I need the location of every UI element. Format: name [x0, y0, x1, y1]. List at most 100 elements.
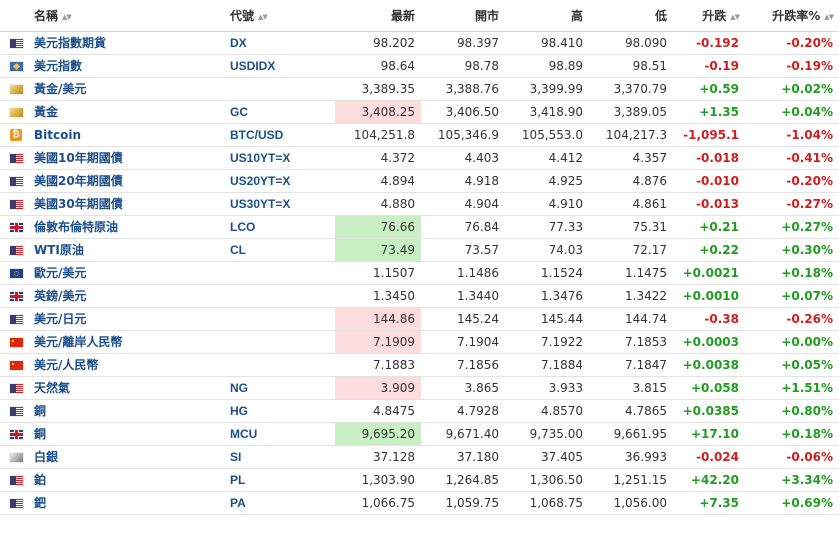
high-price: 7.1922 — [505, 330, 589, 354]
table-row[interactable]: 美元指數期貨 DX 98.202 98.397 98.410 98.090 -0.192 -0… — [0, 31, 839, 55]
us-flag-icon — [10, 383, 23, 393]
instrument-name-link[interactable]: 倫敦布倫特原油 — [34, 220, 119, 234]
instrument-name-link[interactable]: 鈀 — [34, 496, 47, 510]
instrument-name-link[interactable]: 美元/離岸人民幣 — [34, 335, 123, 349]
table-row[interactable]: 倫敦布倫特原油 LCO 76.66 76.84 77.33 75.31 +0.21 +0.27… — [0, 215, 839, 239]
table-row[interactable]: 銅 HG 4.8475 4.7928 4.8570 4.7865 +0.0385 +0.80% — [0, 399, 839, 423]
instrument-name-link[interactable]: 白銀 — [34, 450, 59, 464]
instrument-code-link[interactable]: HG — [230, 403, 248, 418]
code-cell — [224, 284, 335, 308]
sort-icon[interactable]: ▲▼ — [730, 12, 740, 21]
table-row[interactable]: 美元/日元 144.86 145.24 145.44 144.74 -0.38 -0.26% — [0, 307, 839, 331]
table-row[interactable]: 美國20年期國債 US20YT=X 4.894 4.918 4.925 4.876 -0.0… — [0, 169, 839, 193]
last-price: 4.880 — [335, 192, 421, 216]
change-value: +17.10 — [673, 422, 745, 446]
instrument-code-link[interactable]: MCU — [230, 426, 258, 441]
instrument-name-link[interactable]: 英鎊/美元 — [34, 289, 87, 303]
table-row[interactable]: 英鎊/美元 1.3450 1.3440 1.3476 1.3422 +0.0010 +0.0… — [0, 284, 839, 308]
table-row[interactable]: 美元指數 USDIDX 98.64 98.78 98.89 98.51 -0.19 -0.19… — [0, 54, 839, 78]
code-cell — [224, 330, 335, 354]
sort-icon[interactable]: ▲▼ — [824, 12, 834, 21]
table-row[interactable]: 歐元/美元 1.1507 1.1486 1.1524 1.1475 +0.0021 +0.1… — [0, 261, 839, 285]
code-cell: MCU — [224, 422, 335, 446]
change-value: -0.38 — [673, 307, 745, 331]
table-row[interactable]: 白銀 SI 37.128 37.180 37.405 36.993 -0.024 -0.06% — [0, 445, 839, 469]
table-row[interactable]: 天然氣 NG 3.909 3.865 3.933 3.815 +0.058 +1.51% — [0, 376, 839, 400]
instrument-code-link[interactable]: US10YT=X — [230, 150, 291, 165]
instrument-code-link[interactable]: BTC/USD — [230, 127, 284, 142]
last-price: 4.8475 — [335, 399, 421, 423]
instrument-name-link[interactable]: 美國30年期國債 — [34, 197, 123, 211]
table-row[interactable]: 鉑 PL 1,303.90 1,264.85 1,306.50 1,251.15 +42.2… — [0, 468, 839, 492]
instrument-name-link[interactable]: 銅 — [34, 404, 47, 418]
change-value: +0.21 — [673, 215, 745, 239]
instrument-name-link[interactable]: 美元指數期貨 — [34, 36, 107, 50]
last-price: 76.66 — [335, 215, 421, 239]
table-row[interactable]: 黃金 GC 3,408.25 3,406.50 3,418.90 3,389.05 +1.3… — [0, 100, 839, 124]
code-cell: HG — [224, 399, 335, 423]
instrument-name-link[interactable]: 銅 — [34, 427, 47, 441]
instrument-name-link[interactable]: 鉑 — [34, 473, 47, 487]
table-row[interactable]: 美元/人民幣 7.1883 7.1856 7.1884 7.1847 +0.0038 +0.… — [0, 353, 839, 377]
instrument-name-link[interactable]: Bitcoin — [34, 127, 82, 142]
china-flag-icon — [10, 360, 23, 370]
table-row[interactable]: ₿ Bitcoin BTC/USD 104,251.8 105,346.9 105,553… — [0, 123, 839, 147]
table-row[interactable]: 黃金/美元 3,389.35 3,388.76 3,399.99 3,370.79 +0.… — [0, 77, 839, 101]
low-price: 1.3422 — [589, 284, 673, 308]
instrument-name-link[interactable]: 天然氣 — [34, 381, 71, 395]
high-price: 1.1524 — [505, 261, 589, 285]
instrument-name-link[interactable]: 美國20年期國債 — [34, 174, 123, 188]
table-row[interactable]: 美國30年期國債 US30YT=X 4.880 4.904 4.910 4.861 -0.0… — [0, 192, 839, 216]
instrument-name-link[interactable]: 黃金 — [34, 105, 59, 119]
table-row[interactable]: 美元/離岸人民幣 7.1909 7.1904 7.1922 7.1853 +0.0003 +… — [0, 330, 839, 354]
instrument-code-link[interactable]: NG — [230, 380, 248, 395]
last-price: 104,251.8 — [335, 123, 421, 147]
instrument-name-link[interactable]: 美元/人民幣 — [34, 358, 99, 372]
us-flag-icon — [10, 199, 23, 209]
header-high[interactable]: 高 — [505, 0, 589, 32]
open-price: 7.1904 — [421, 330, 505, 354]
header-flag — [0, 0, 28, 32]
instrument-name-link[interactable]: 黃金/美元 — [34, 82, 87, 96]
instrument-name-link[interactable]: 美元/日元 — [34, 312, 87, 326]
instrument-name-link[interactable]: 美國10年期國債 — [34, 151, 123, 165]
sort-icon[interactable]: ▲▼ — [62, 12, 72, 21]
header-change-pct[interactable]: 升跌率% ▲▼ — [745, 0, 839, 32]
table-row[interactable]: WTI原油 CL 73.49 73.57 74.03 72.17 +0.22 +0.30% — [0, 238, 839, 262]
low-price: 7.1853 — [589, 330, 673, 354]
header-open[interactable]: 開市 — [421, 0, 505, 32]
header-last[interactable]: 最新 — [335, 0, 421, 32]
instrument-name-link[interactable]: WTI原油 — [34, 243, 84, 257]
last-price: 144.86 — [335, 307, 421, 331]
index-icon — [10, 61, 23, 71]
high-price: 98.410 — [505, 31, 589, 55]
instrument-name-link[interactable]: 歐元/美元 — [34, 266, 87, 280]
instrument-code-link[interactable]: US30YT=X — [230, 196, 291, 211]
instrument-code-link[interactable]: USDIDX — [230, 58, 276, 73]
instrument-name-link[interactable]: 美元指數 — [34, 59, 83, 73]
table-row[interactable]: 銅 MCU 9,695.20 9,671.40 9,735.00 9,661.95 +17.… — [0, 422, 839, 446]
flag-cell — [0, 77, 28, 101]
instrument-code-link[interactable]: CL — [230, 242, 246, 257]
uk-flag-icon — [10, 429, 23, 439]
change-percent: -0.27% — [745, 192, 839, 216]
instrument-code-link[interactable]: PL — [230, 472, 246, 487]
header-low[interactable]: 低 — [589, 0, 673, 32]
flag-cell — [0, 192, 28, 216]
flag-cell — [0, 146, 28, 170]
table-row[interactable]: 美國10年期國債 US10YT=X 4.372 4.403 4.412 4.357 -0.0… — [0, 146, 839, 170]
instrument-code-link[interactable]: SI — [230, 449, 242, 464]
instrument-code-link[interactable]: GC — [230, 104, 248, 119]
header-name[interactable]: 名稱 ▲▼ — [28, 0, 224, 32]
instrument-code-link[interactable]: DX — [230, 35, 247, 50]
instrument-code-link[interactable]: US20YT=X — [230, 173, 291, 188]
code-cell: US10YT=X — [224, 146, 335, 170]
instrument-code-link[interactable]: PA — [230, 495, 246, 510]
header-change[interactable]: 升跌 ▲▼ — [673, 0, 745, 32]
table-row[interactable]: 鈀 PA 1,066.75 1,059.75 1,068.75 1,056.00 +7.35… — [0, 491, 839, 515]
header-code[interactable]: 代號 ▲▼ — [224, 0, 335, 32]
low-price: 98.090 — [589, 31, 673, 55]
sort-icon[interactable]: ▲▼ — [258, 12, 268, 21]
change-value: -0.192 — [673, 31, 745, 55]
instrument-code-link[interactable]: LCO — [230, 219, 256, 234]
